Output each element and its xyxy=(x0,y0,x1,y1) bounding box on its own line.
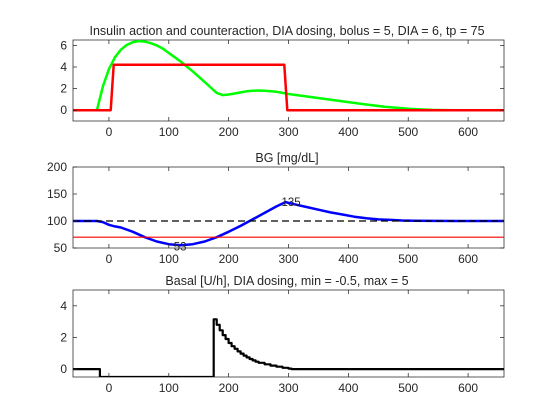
x-tick-label: 300 xyxy=(278,381,298,395)
x-tick-label: 200 xyxy=(219,125,239,139)
series-line-0 xyxy=(73,318,504,377)
panel-title: Insulin action and counteraction, DIA do… xyxy=(89,24,484,38)
series-lines xyxy=(73,40,504,112)
y-tick-label: 50 xyxy=(54,241,68,255)
x-tick-label: 400 xyxy=(338,381,358,395)
y-tick-label: 0 xyxy=(60,103,67,117)
x-tick-label: 600 xyxy=(458,125,478,139)
annotations: 135 53 xyxy=(174,197,301,253)
panel-title: BG [mg/dL] xyxy=(255,151,318,165)
series-line-0 xyxy=(95,40,504,112)
y-tick-label: 6 xyxy=(60,38,67,52)
x-tick-label: 300 xyxy=(278,125,298,139)
series-line-0 xyxy=(73,200,504,247)
y-tick-label: 200 xyxy=(47,160,67,174)
x-tick-label: 600 xyxy=(458,381,478,395)
axis-ticks: 0 100 200 300 400 500 600 0 2 4 xyxy=(60,290,504,395)
axis-ticks: 0 100 200 300 400 500 600 50 100 150 200 xyxy=(47,160,504,266)
x-tick-label: 0 xyxy=(106,381,113,395)
x-tick-label: 100 xyxy=(159,252,179,266)
y-tick-label: 150 xyxy=(47,187,67,201)
plot-frame xyxy=(72,39,505,122)
data-annotation: 135 xyxy=(282,197,301,209)
data-annotation: 53 xyxy=(174,241,187,253)
x-tick-label: 600 xyxy=(458,252,478,266)
y-tick-label: 4 xyxy=(60,299,67,313)
plot-frame xyxy=(72,166,505,249)
y-tick-label: 2 xyxy=(60,330,67,344)
axis-ticks: 0 100 200 300 400 500 600 0 2 4 6 xyxy=(60,38,504,139)
x-tick-label: 500 xyxy=(398,125,418,139)
series-lines xyxy=(73,200,504,247)
x-tick-label: 200 xyxy=(219,252,239,266)
y-tick-label: 2 xyxy=(60,82,67,96)
x-tick-label: 100 xyxy=(159,381,179,395)
basal-panel: Basal [U/h], DIA dosing, min = -0.5, max… xyxy=(60,274,505,395)
x-tick-label: 400 xyxy=(338,125,358,139)
x-tick-label: 300 xyxy=(278,252,298,266)
y-tick-label: 4 xyxy=(60,60,67,74)
bg-panel: BG [mg/dL] 135 53 0 100 200 300 400 500 600 50 10… xyxy=(47,151,505,266)
y-tick-label: 100 xyxy=(47,214,67,228)
insulin-action-panel: Insulin action and counteraction, DIA do… xyxy=(60,24,505,139)
x-tick-label: 0 xyxy=(106,125,113,139)
x-tick-label: 200 xyxy=(219,381,239,395)
x-tick-label: 500 xyxy=(398,381,418,395)
x-tick-label: 0 xyxy=(106,252,113,266)
x-tick-label: 500 xyxy=(398,252,418,266)
panel-title: Basal [U/h], DIA dosing, min = -0.5, max… xyxy=(165,274,408,288)
x-tick-label: 100 xyxy=(159,125,179,139)
x-tick-label: 400 xyxy=(338,252,358,266)
series-lines xyxy=(73,318,504,377)
y-tick-label: 0 xyxy=(60,362,67,376)
series-line-1 xyxy=(73,63,504,112)
plot-frame xyxy=(72,289,505,378)
